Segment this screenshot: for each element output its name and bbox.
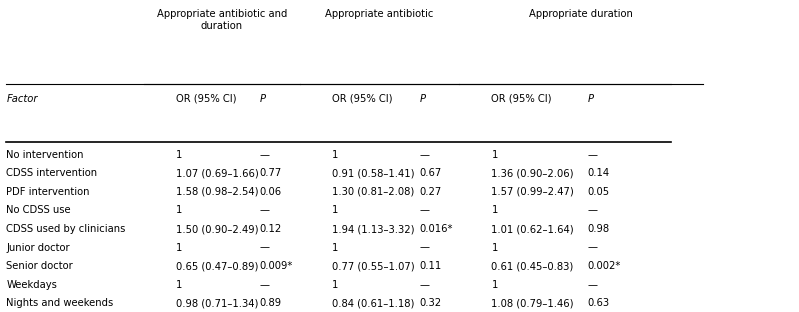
Text: —: —	[587, 243, 598, 253]
Text: 0.65 (0.47–0.89): 0.65 (0.47–0.89)	[176, 261, 258, 271]
Text: P: P	[587, 94, 594, 104]
Text: Appropriate antibiotic and
duration: Appropriate antibiotic and duration	[157, 9, 287, 31]
Text: CDSS used by clinicians: CDSS used by clinicians	[6, 224, 125, 234]
Text: CDSS intervention: CDSS intervention	[6, 168, 97, 178]
Text: 1: 1	[332, 150, 338, 160]
Text: Nights and weekends: Nights and weekends	[6, 298, 113, 308]
Text: —: —	[587, 280, 598, 290]
Text: 1: 1	[176, 150, 182, 160]
Text: No intervention: No intervention	[6, 150, 84, 160]
Text: 0.77 (0.55–1.07): 0.77 (0.55–1.07)	[332, 261, 414, 271]
Text: Factor: Factor	[6, 94, 38, 104]
Text: 0.98 (0.71–1.34): 0.98 (0.71–1.34)	[176, 298, 258, 308]
Text: OR (95% CI): OR (95% CI)	[332, 94, 392, 104]
Text: 0.77: 0.77	[260, 168, 282, 178]
Text: 1: 1	[491, 150, 498, 160]
Text: —: —	[260, 150, 270, 160]
Text: 1: 1	[332, 280, 338, 290]
Text: 0.89: 0.89	[260, 298, 282, 308]
Text: 1.57 (0.99–2.47): 1.57 (0.99–2.47)	[491, 187, 574, 197]
Text: —: —	[587, 150, 598, 160]
Text: 1: 1	[491, 206, 498, 216]
Text: —: —	[587, 206, 598, 216]
Text: 0.05: 0.05	[587, 187, 610, 197]
Text: 0.11: 0.11	[419, 261, 442, 271]
Text: 1: 1	[176, 206, 182, 216]
Text: OR (95% CI): OR (95% CI)	[491, 94, 552, 104]
Text: 1: 1	[176, 243, 182, 253]
Text: 0.06: 0.06	[260, 187, 282, 197]
Text: P: P	[419, 94, 426, 104]
Text: Appropriate antibiotic: Appropriate antibiotic	[325, 9, 434, 19]
Text: Senior doctor: Senior doctor	[6, 261, 74, 271]
Text: 1.08 (0.79–1.46): 1.08 (0.79–1.46)	[491, 298, 574, 308]
Text: 1: 1	[332, 243, 338, 253]
Text: 1.30 (0.81–2.08): 1.30 (0.81–2.08)	[332, 187, 414, 197]
Text: No CDSS use: No CDSS use	[6, 206, 71, 216]
Text: —: —	[419, 150, 430, 160]
Text: 0.016*: 0.016*	[419, 224, 453, 234]
Text: 1.01 (0.62–1.64): 1.01 (0.62–1.64)	[491, 224, 574, 234]
Text: —: —	[419, 243, 430, 253]
Text: —: —	[260, 206, 270, 216]
Text: 1: 1	[176, 280, 182, 290]
Text: 1.07 (0.69–1.66): 1.07 (0.69–1.66)	[176, 168, 259, 178]
Text: 0.32: 0.32	[419, 298, 442, 308]
Text: 0.91 (0.58–1.41): 0.91 (0.58–1.41)	[332, 168, 414, 178]
Text: —: —	[260, 280, 270, 290]
Text: 0.009*: 0.009*	[260, 261, 293, 271]
Text: 0.61 (0.45–0.83): 0.61 (0.45–0.83)	[491, 261, 574, 271]
Text: 0.67: 0.67	[419, 168, 442, 178]
Text: 0.002*: 0.002*	[587, 261, 621, 271]
Text: Appropriate duration: Appropriate duration	[529, 9, 634, 19]
Text: P: P	[260, 94, 266, 104]
Text: —: —	[419, 280, 430, 290]
Text: 1.94 (1.13–3.32): 1.94 (1.13–3.32)	[332, 224, 414, 234]
Text: 1: 1	[491, 280, 498, 290]
Text: 0.98: 0.98	[587, 224, 610, 234]
Text: 0.84 (0.61–1.18): 0.84 (0.61–1.18)	[332, 298, 414, 308]
Text: 1.36 (0.90–2.06): 1.36 (0.90–2.06)	[491, 168, 574, 178]
Text: 0.12: 0.12	[260, 224, 282, 234]
Text: Junior doctor: Junior doctor	[6, 243, 70, 253]
Text: 0.14: 0.14	[587, 168, 610, 178]
Text: 1: 1	[332, 206, 338, 216]
Text: 1: 1	[491, 243, 498, 253]
Text: OR (95% CI): OR (95% CI)	[176, 94, 237, 104]
Text: —: —	[419, 206, 430, 216]
Text: 0.27: 0.27	[419, 187, 442, 197]
Text: 1.58 (0.98–2.54): 1.58 (0.98–2.54)	[176, 187, 258, 197]
Text: Weekdays: Weekdays	[6, 280, 58, 290]
Text: —: —	[260, 243, 270, 253]
Text: 0.63: 0.63	[587, 298, 610, 308]
Text: PDF intervention: PDF intervention	[6, 187, 90, 197]
Text: 1.50 (0.90–2.49): 1.50 (0.90–2.49)	[176, 224, 258, 234]
